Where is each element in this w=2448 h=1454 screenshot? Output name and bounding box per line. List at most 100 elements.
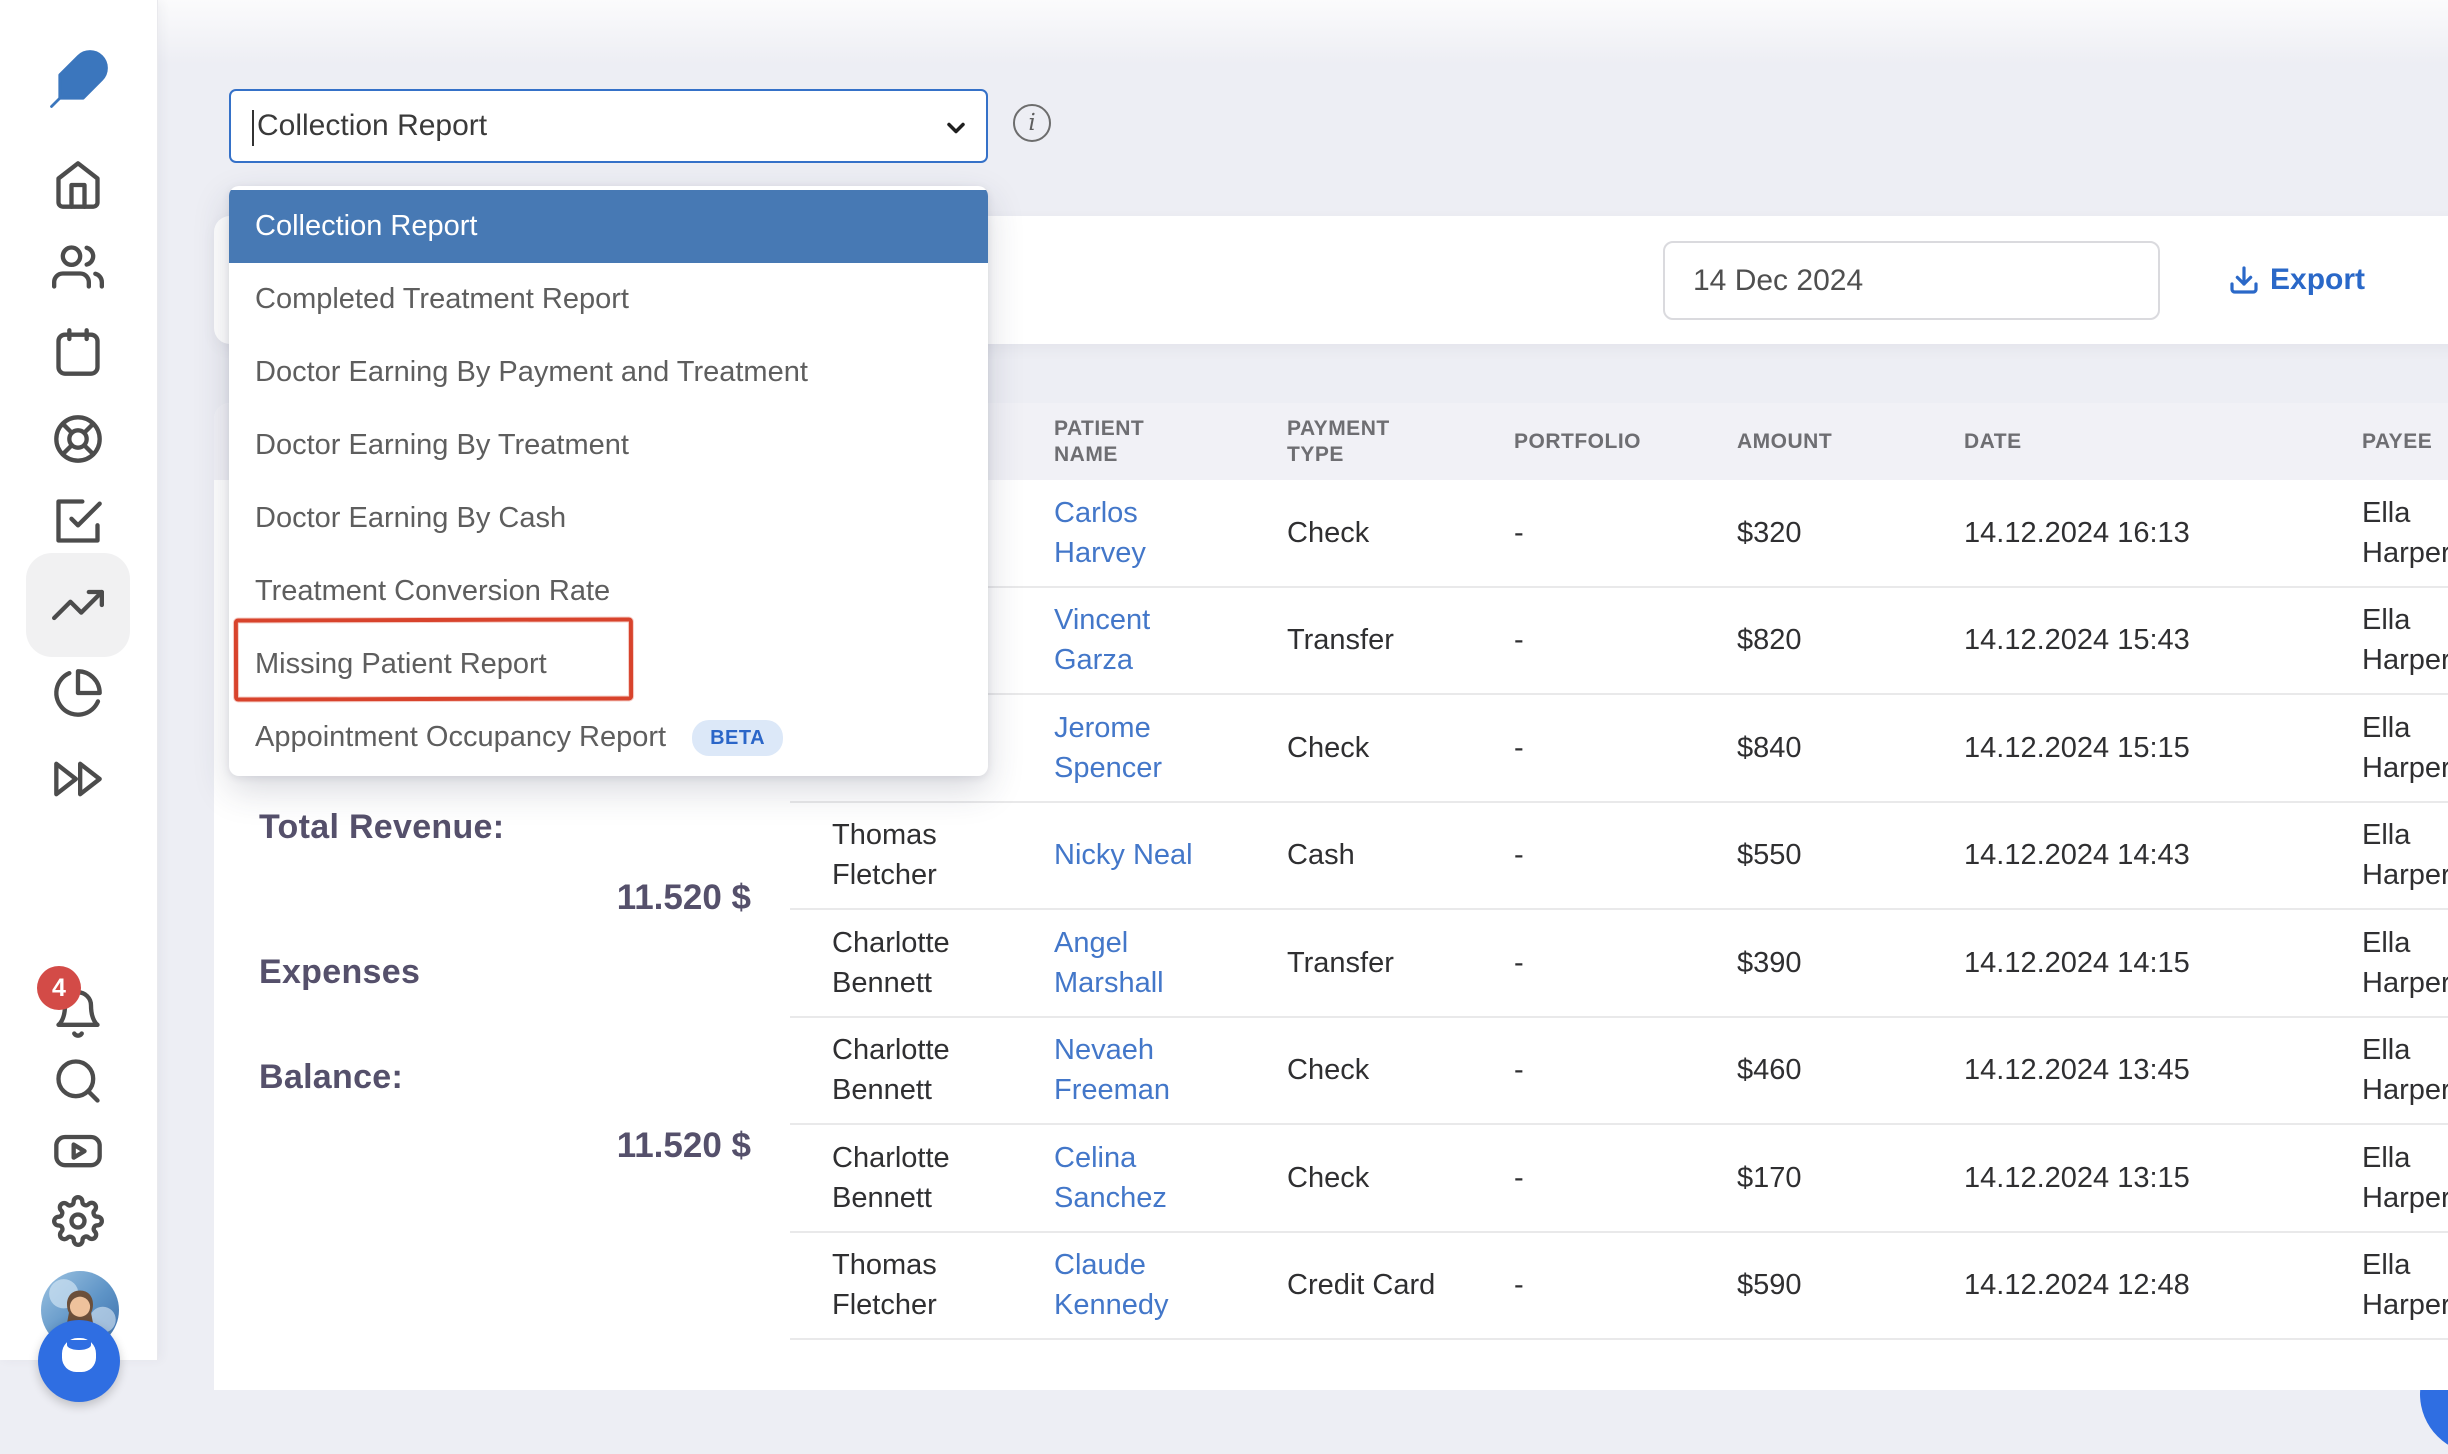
report-type-dropdown: Collection Report Completed Treatment Re…	[229, 186, 988, 776]
amount-cell: $840	[1695, 695, 1922, 801]
report-type-select[interactable]: Collection Report	[229, 89, 988, 163]
doctor-cell: Charlotte Bennett	[790, 1018, 1012, 1124]
date-value: 14 Dec 2024	[1693, 264, 1863, 298]
column-amount: AMOUNT	[1695, 403, 1922, 480]
table-header-row: PATIENT NAME PAYMENT TYPE PORTFOLIO AMOU…	[790, 403, 2448, 480]
sidebar: 4	[0, 0, 158, 1360]
table-row: Jerome Spencer Check - $840 14.12.2024 1…	[790, 695, 2448, 803]
table-row: Charlotte Bennett Celina Sanchez Check -…	[790, 1125, 2448, 1233]
option-doctor-earning-by-payment-and-treatment[interactable]: Doctor Earning By Payment and Treatment	[229, 336, 988, 409]
settings-gear-icon[interactable]	[52, 1195, 104, 1247]
portfolio-cell: -	[1472, 1125, 1695, 1231]
fast-forward-icon[interactable]	[52, 753, 104, 805]
patient-cell[interactable]: Jerome Spencer	[1012, 695, 1245, 801]
date-cell: 14.12.2024 14:43	[1922, 803, 2320, 909]
column-payee: PAYEE	[2320, 403, 2448, 480]
support-lifebuoy-icon[interactable]	[52, 413, 104, 465]
portfolio-cell: -	[1472, 1018, 1695, 1124]
payment-cell: Check	[1245, 1125, 1472, 1231]
payee-cell: Ella Harper	[2320, 695, 2448, 801]
dental-chat-fab[interactable]	[38, 1320, 120, 1402]
patient-cell[interactable]: Angel Marshall	[1012, 910, 1245, 1016]
date-cell: 14.12.2024 15:43	[1922, 588, 2320, 694]
patient-cell[interactable]: Vincent Garza	[1012, 588, 1245, 694]
notification-count-badge: 4	[37, 966, 81, 1010]
payee-cell: Ella Harper	[2320, 480, 2448, 586]
date-cell: 14.12.2024 12:48	[1922, 1233, 2320, 1339]
video-tutorials-icon[interactable]	[52, 1124, 104, 1176]
patient-cell[interactable]: Nevaeh Freeman	[1012, 1018, 1245, 1124]
payee-cell: Ella Harper	[2320, 588, 2448, 694]
patient-cell[interactable]: Nicky Neal	[1012, 803, 1245, 909]
table-row: Thomas Fletcher Claude Kennedy Credit Ca…	[790, 1233, 2448, 1341]
payment-cell: Check	[1245, 480, 1472, 586]
export-label: Export	[2270, 263, 2365, 297]
payment-cell: Transfer	[1245, 588, 1472, 694]
patient-cell[interactable]: Carlos Harvey	[1012, 480, 1245, 586]
table-row: Carlos Harvey Check - $320 14.12.2024 16…	[790, 480, 2448, 588]
patient-cell[interactable]: Claude Kennedy	[1012, 1233, 1245, 1339]
reports-trending-up-icon[interactable]	[52, 579, 104, 631]
payee-cell: Ella Harper	[2320, 1233, 2448, 1339]
date-cell: 14.12.2024 14:15	[1922, 910, 2320, 1016]
option-doctor-earning-by-treatment[interactable]: Doctor Earning By Treatment	[229, 409, 988, 482]
patients-icon[interactable]	[52, 241, 104, 293]
date-cell: 14.12.2024 16:13	[1922, 480, 2320, 586]
beta-badge: BETA	[692, 720, 783, 756]
date-cell: 14.12.2024 13:45	[1922, 1018, 2320, 1124]
export-button[interactable]: Export	[2228, 247, 2365, 313]
option-collection-report[interactable]: Collection Report	[229, 190, 988, 263]
payment-cell: Cash	[1245, 803, 1472, 909]
balance-value: 11.520 $	[617, 1126, 751, 1166]
payment-cell: Transfer	[1245, 910, 1472, 1016]
portfolio-cell: -	[1472, 1233, 1695, 1339]
column-portfolio: PORTFOLIO	[1472, 403, 1695, 480]
amount-cell: $170	[1695, 1125, 1922, 1231]
doctor-cell: Thomas Fletcher	[790, 803, 1012, 909]
report-select-value: Collection Report	[257, 109, 487, 143]
doctor-cell: Charlotte Bennett	[790, 910, 1012, 1016]
table-row: Thomas Fletcher Nicky Neal Cash - $550 1…	[790, 803, 2448, 911]
column-patient-name: PATIENT NAME	[1012, 403, 1245, 480]
option-appointment-occupancy-report[interactable]: Appointment Occupancy Report BETA	[229, 701, 988, 774]
home-icon[interactable]	[52, 159, 104, 211]
info-icon[interactable]: i	[1013, 104, 1051, 142]
amount-cell: $320	[1695, 480, 1922, 586]
patient-cell[interactable]: Celina Sanchez	[1012, 1125, 1245, 1231]
portfolio-cell: -	[1472, 695, 1695, 801]
amount-cell: $460	[1695, 1018, 1922, 1124]
payee-cell: Ella Harper	[2320, 910, 2448, 1016]
app-logo-feather-icon[interactable]	[46, 46, 112, 112]
portfolio-cell: -	[1472, 910, 1695, 1016]
amount-cell: $550	[1695, 803, 1922, 909]
option-doctor-earning-by-cash[interactable]: Doctor Earning By Cash	[229, 482, 988, 555]
red-annotation-box	[234, 617, 633, 701]
portfolio-cell: -	[1472, 803, 1695, 909]
date-picker-input[interactable]: 14 Dec 2024	[1663, 241, 2160, 320]
amount-cell: $390	[1695, 910, 1922, 1016]
calendar-icon[interactable]	[52, 326, 104, 378]
balance-label: Balance:	[259, 1058, 403, 1097]
date-cell: 14.12.2024 13:15	[1922, 1125, 2320, 1231]
statistics-pie-chart-icon[interactable]	[52, 667, 104, 719]
payee-cell: Ella Harper	[2320, 803, 2448, 909]
total-revenue-value: 11.520 $	[617, 878, 751, 918]
payee-cell: Ella Harper	[2320, 1125, 2448, 1231]
text-caret	[252, 110, 254, 146]
date-cell: 14.12.2024 15:15	[1922, 695, 2320, 801]
tooth-icon	[62, 1338, 96, 1372]
collections-table: PATIENT NAME PAYMENT TYPE PORTFOLIO AMOU…	[790, 403, 2448, 1340]
search-icon[interactable]	[52, 1055, 104, 1107]
column-payment-type: PAYMENT TYPE	[1245, 403, 1472, 480]
table-row: Charlotte Bennett Nevaeh Freeman Check -…	[790, 1018, 2448, 1126]
option-completed-treatment-report[interactable]: Completed Treatment Report	[229, 263, 988, 336]
table-row: Charlotte Bennett Angel Marshall Transfe…	[790, 910, 2448, 1018]
table-row: Vincent Garza Transfer - $820 14.12.2024…	[790, 588, 2448, 696]
download-icon	[2228, 264, 2260, 296]
tasks-check-square-icon[interactable]	[52, 495, 104, 547]
amount-cell: $590	[1695, 1233, 1922, 1339]
column-date: DATE	[1922, 403, 2320, 480]
doctor-cell: Charlotte Bennett	[790, 1125, 1012, 1231]
payment-cell: Credit Card	[1245, 1233, 1472, 1339]
expenses-label: Expenses	[259, 953, 420, 992]
